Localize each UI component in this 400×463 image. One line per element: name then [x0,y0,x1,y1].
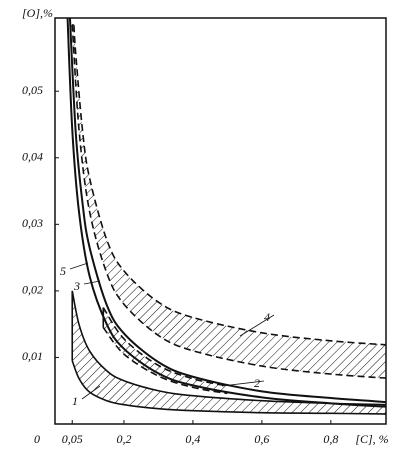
y-tick-label: 0,01 [22,349,43,363]
y-tick-label: 0,03 [22,216,43,230]
x-tick-label: 0,8 [323,432,338,446]
curve-upper [66,18,386,408]
y-tick-label: 0,05 [22,83,43,97]
leader-line [81,385,101,400]
x-tick-label: 0,05 [62,432,83,446]
plot-area [66,18,386,415]
curve-upper [102,307,228,387]
curve-label: 3 [73,279,80,293]
y-axis-label: [O],% [22,6,53,20]
curve-lower [71,24,386,379]
leader-line [221,380,265,387]
curve-upper [71,290,386,406]
curve-label: 5 [60,264,66,278]
y-tick-label: 0,02 [22,283,43,297]
y-tick-label: 0,04 [22,150,43,164]
x-axis-label: [C], % [355,432,388,446]
x-tick-label: 0 [34,432,40,446]
curve-lower [102,327,228,395]
leader-line [83,280,101,285]
plot-frame [54,17,387,425]
band-edge [71,23,75,27]
x-tick-label: 0,2 [116,432,131,446]
curve-lower [71,360,386,415]
leader-line [239,314,275,337]
curve-upper [73,25,386,346]
band-hatch [72,24,386,379]
curve-label: 2 [254,376,260,390]
leader-line [69,262,89,270]
curve-label: 1 [72,394,78,408]
x-tick-label: 0,4 [185,432,200,446]
curve-label: 4 [264,310,270,324]
x-tick-label: 0,6 [254,432,269,446]
curve-upper [68,18,386,404]
